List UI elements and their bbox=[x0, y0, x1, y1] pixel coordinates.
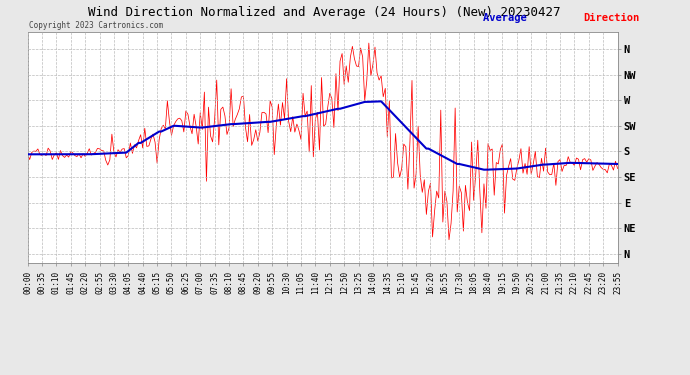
Text: Average: Average bbox=[483, 13, 533, 23]
Text: Copyright 2023 Cartronics.com: Copyright 2023 Cartronics.com bbox=[29, 21, 163, 30]
Text: Direction: Direction bbox=[583, 13, 640, 23]
Text: Wind Direction Normalized and Average (24 Hours) (New) 20230427: Wind Direction Normalized and Average (2… bbox=[88, 6, 560, 19]
